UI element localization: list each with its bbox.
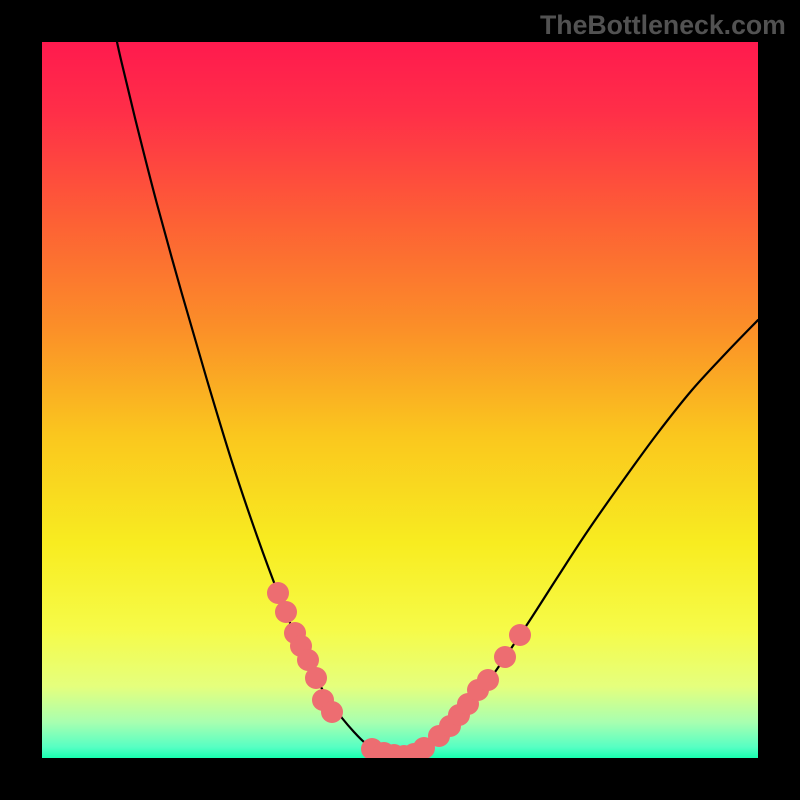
data-point xyxy=(305,667,327,689)
plot-area xyxy=(42,42,758,758)
gradient-background xyxy=(42,42,758,758)
data-point xyxy=(477,669,499,691)
data-point xyxy=(267,582,289,604)
watermark-text: TheBottleneck.com xyxy=(540,10,786,41)
data-point xyxy=(321,701,343,723)
data-point xyxy=(275,601,297,623)
data-point xyxy=(509,624,531,646)
data-point xyxy=(494,646,516,668)
chart-svg xyxy=(42,42,758,758)
